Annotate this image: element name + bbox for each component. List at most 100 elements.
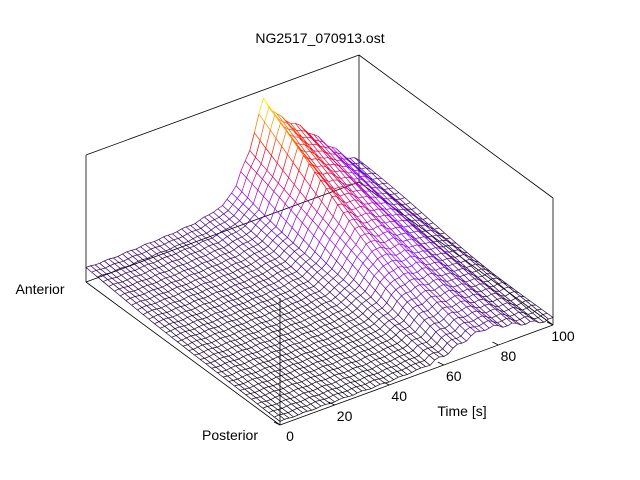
surface-line: [474, 302, 481, 309]
surface-line: [186, 284, 193, 290]
surface-line: [268, 275, 273, 279]
surface-line: [476, 270, 483, 277]
surface-line: [255, 224, 262, 231]
surface-line: [363, 172, 370, 179]
surface-line: [110, 272, 117, 278]
surface-line: [234, 223, 242, 230]
surface-line: [346, 303, 352, 308]
surface-line: [411, 261, 417, 267]
surface-line: [308, 163, 316, 173]
surface-line: [325, 152, 331, 155]
surface-line: [501, 279, 508, 285]
surface-line: [261, 401, 268, 407]
surface-line: [229, 333, 235, 337]
surface-line: [341, 332, 348, 338]
surface-line: [454, 325, 460, 331]
surface-line: [502, 325, 508, 328]
surface-line: [251, 373, 258, 379]
surface-line: [178, 321, 185, 327]
surface-line: [289, 251, 295, 257]
surface-line: [297, 306, 303, 309]
surface-line: [229, 218, 236, 225]
surface-line: [279, 189, 285, 198]
surface-line: [246, 266, 253, 272]
surface-line: [467, 315, 474, 322]
surface-line: [318, 392, 324, 396]
surface-line: [515, 295, 521, 299]
surface-line: [123, 286, 129, 288]
surface-line: [169, 296, 174, 298]
surface-line: [322, 338, 328, 341]
surface-line: [194, 353, 200, 356]
surface-line: [238, 203, 244, 210]
surface-line: [348, 279, 354, 286]
surface-line: [316, 268, 322, 273]
surface-line: [226, 267, 234, 273]
surface-line: [259, 121, 265, 141]
surface-line: [421, 246, 428, 252]
surface-line: [362, 197, 369, 205]
surface-line: [321, 384, 327, 387]
surface-line: [138, 260, 145, 267]
surface-line: [389, 193, 395, 195]
surface-line: [196, 228, 202, 231]
surface-line: [323, 316, 329, 320]
surface-line: [286, 221, 293, 228]
surface-line: [341, 258, 348, 268]
surface-line: [304, 345, 310, 348]
surface-line: [455, 277, 463, 284]
surface-line: [336, 148, 343, 155]
surface-line: [148, 289, 154, 292]
surface-line: [380, 202, 386, 204]
surface-line: [288, 242, 294, 247]
surface-line: [268, 386, 275, 392]
surface-line: [410, 219, 416, 222]
surface-line: [419, 361, 426, 367]
surface-line: [173, 296, 180, 302]
surface-line: [209, 281, 217, 287]
surface-line: [371, 302, 377, 306]
surface-line: [204, 302, 210, 305]
surface-line: [449, 250, 454, 253]
surface-line: [338, 212, 344, 224]
surface-line: [360, 206, 367, 214]
surface-line: [265, 262, 272, 269]
surface-line: [378, 232, 384, 237]
surface-line: [478, 279, 485, 285]
surface-line: [409, 357, 415, 360]
surface-line: [269, 338, 275, 342]
surface-line: [327, 273, 334, 279]
surface-line: [382, 183, 389, 189]
surface-line: [491, 273, 498, 279]
surface-line: [340, 377, 345, 380]
surface-line: [483, 298, 490, 305]
surface-line: [153, 288, 158, 291]
surface-line: [279, 256, 286, 262]
surface-line: [159, 298, 165, 302]
surface-line: [424, 319, 431, 327]
surface-line: [426, 300, 433, 307]
surface-line: [427, 272, 433, 275]
surface-line: [303, 392, 310, 398]
surface-line: [347, 370, 355, 376]
surface-line: [214, 358, 220, 362]
surface-line: [282, 121, 288, 124]
surface-line: [222, 205, 229, 211]
surface-line: [287, 410, 293, 414]
surface-line: [268, 202, 276, 210]
surface-line: [218, 248, 226, 254]
surface-line: [175, 332, 181, 336]
surface-line: [408, 307, 414, 314]
surface-line: [353, 271, 359, 280]
surface-line: [309, 286, 314, 289]
surface-line: [234, 304, 239, 307]
surface-line: [163, 265, 170, 271]
surface-line: [306, 136, 312, 139]
surface-line: [206, 342, 212, 345]
surface-line: [451, 306, 458, 313]
surface-line: [260, 286, 265, 290]
surface-line: [170, 303, 177, 309]
surface-line: [368, 202, 373, 205]
surface-line: [319, 286, 325, 292]
surface-line: [439, 232, 445, 235]
